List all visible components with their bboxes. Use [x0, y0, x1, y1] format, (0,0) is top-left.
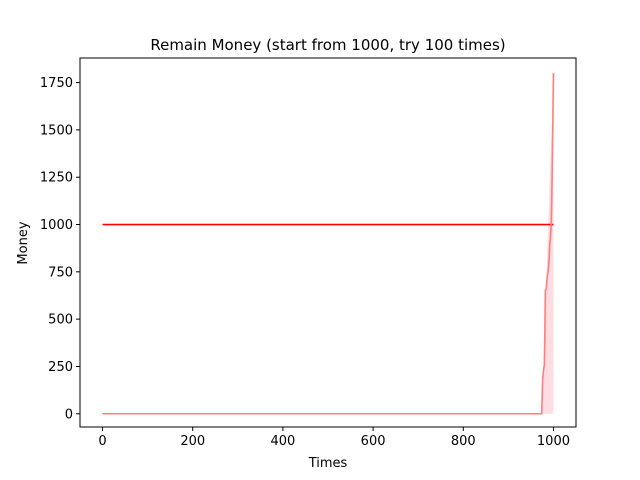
- plot-area: [102, 73, 555, 415]
- x-tick-label: 600: [361, 434, 386, 449]
- y-tick-label: 1000: [40, 218, 73, 233]
- x-tick-label: 800: [451, 434, 476, 449]
- x-axis-label: Times: [308, 456, 348, 471]
- money-line: [102, 73, 555, 415]
- y-tick-label: 1750: [40, 76, 73, 91]
- x-tick-label: 1000: [537, 434, 570, 449]
- x-tick-label: 200: [180, 434, 205, 449]
- y-tick-label: 250: [48, 360, 73, 375]
- axes-frame: [79, 57, 577, 428]
- chart-title: Remain Money (start from 1000, try 100 t…: [150, 36, 505, 54]
- axes: 0 200 400 600 800 1000 0 250 500 750 1000 1250 1500 1…: [40, 57, 577, 449]
- y-tick-label: 750: [48, 265, 73, 280]
- y-tick-label: 1500: [40, 123, 73, 138]
- x-tick-label: 0: [98, 434, 106, 449]
- y-tick-label: 1250: [40, 171, 73, 186]
- y-axis-label: Money: [16, 221, 31, 264]
- y-tick-label: 0: [65, 407, 73, 422]
- y-tick-label: 500: [48, 313, 73, 328]
- x-tick-label: 400: [270, 434, 295, 449]
